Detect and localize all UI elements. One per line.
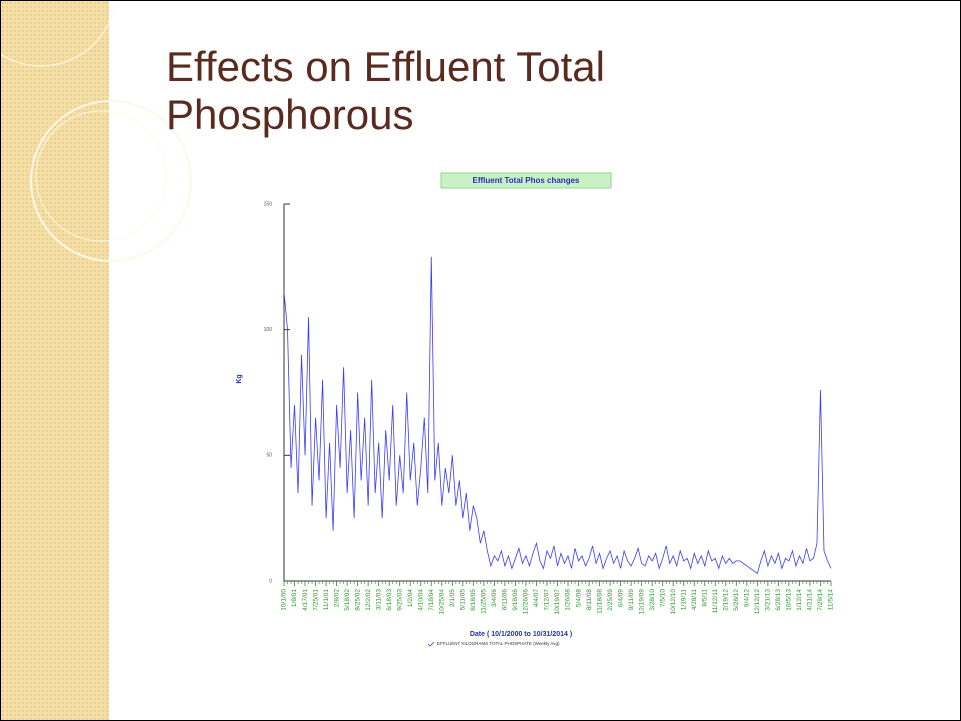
x-tick-label: 12/19/09	[638, 589, 645, 615]
x-tick-label: 11/1/01	[323, 589, 330, 611]
data-line	[283, 256, 832, 575]
x-tick-label: 5/18/02	[344, 589, 351, 611]
x-tick-label: 4/28/11	[691, 589, 698, 611]
x-tick-label: 5/11/05	[460, 589, 467, 611]
y-tick-label: 150	[264, 201, 273, 207]
chart-title-box	[440, 172, 612, 189]
x-tick-label: 9/25/03	[396, 589, 403, 611]
x-tick-label: 7/5/10	[659, 589, 666, 607]
x-tick-label: 6/11/06	[502, 589, 509, 611]
decor-circles	[1, 1, 192, 262]
x-tick-label: 10/1/00	[281, 589, 288, 611]
x-tick-label: 3/11/03	[375, 589, 382, 611]
x-tick-label: 9/4/12	[744, 589, 751, 607]
x-tick-label: 6/4/09	[617, 589, 624, 607]
x-tick-label: 7/29/14	[817, 589, 824, 611]
x-tick-label: 1/19/11	[680, 589, 687, 611]
x-tick-label: 12/2/02	[365, 589, 372, 611]
x-tick-label: 10/5/13	[786, 589, 793, 611]
x-tick-label: 1/2/04	[407, 589, 414, 607]
legend-swatch	[427, 641, 435, 647]
x-tick-label: 9/18/06	[512, 589, 519, 611]
x-tick-label: 5/4/08	[575, 589, 582, 607]
x-tick-label: 11/5/14	[828, 589, 835, 611]
x-tick-label: 4/4/07	[533, 589, 540, 607]
x-tick-label: 4/21/14	[807, 589, 814, 611]
decor-strip	[1, 1, 109, 720]
x-tick-label: 11/12/11	[712, 589, 719, 614]
x-tick-label: 2/19/12	[723, 589, 730, 611]
y-tick-label: 50	[266, 453, 272, 459]
x-tick-label: 3/28/10	[649, 589, 656, 611]
x-tick-label: 6/18/03	[386, 589, 393, 611]
x-tick-label: 7/18/04	[428, 589, 435, 611]
x-tick-label: 2/25/09	[607, 589, 614, 611]
x-tick-label: 10/19/07	[554, 589, 561, 615]
slide-title: Effects on Effluent Total Phosphorous	[166, 43, 605, 138]
x-tick-label: 11/18/08	[596, 589, 603, 614]
x-tick-label: 8/18/05	[470, 589, 477, 611]
x-tick-label: 9/11/09	[628, 589, 635, 611]
x-tick-label: 10/25/04	[439, 589, 446, 615]
x-tick-label: 12/26/06	[523, 589, 530, 615]
y-axis-label: Kg	[236, 374, 243, 383]
legend-label: EFFLUENT KILOGRAMS TOTAL PHOSPHATE (Week…	[437, 641, 560, 646]
x-tick-label: 3/4/06	[491, 589, 498, 607]
x-tick-label: 10/12/10	[670, 589, 677, 615]
x-tick-label: 4/10/04	[417, 589, 424, 611]
y-tick-label: 0	[269, 578, 272, 584]
y-tick-label: 100	[264, 327, 273, 333]
x-tick-label: 11/25/05	[481, 589, 488, 614]
x-tick-label: 2/8/02	[333, 589, 340, 607]
x-tick-label: 1/26/08	[565, 589, 572, 611]
x-tick-label: 8/25/02	[354, 589, 361, 611]
x-tick-label: 8/11/08	[586, 589, 593, 611]
x-tick-label: 4/17/01	[302, 589, 309, 611]
x-tick-label: 8/5/11	[701, 589, 708, 607]
x-axis-label: Date ( 10/1/2000 to 10/31/2014 )	[470, 631, 572, 638]
x-tick-label: 12/12/12	[754, 589, 761, 615]
x-tick-label: 2/1/05	[449, 589, 456, 607]
x-tick-label: 5/28/12	[733, 589, 740, 611]
x-tick-label: 7/12/07	[544, 589, 551, 611]
x-tick-label: 7/25/01	[312, 589, 319, 611]
x-tick-label: 3/21/13	[765, 589, 772, 611]
chart-title: Effluent Total Phos changes	[473, 176, 581, 185]
x-tick-label: 6/28/13	[775, 589, 782, 611]
x-tick-label: 1/12/14	[796, 589, 803, 611]
x-tick-label: 1/8/01	[291, 589, 298, 607]
